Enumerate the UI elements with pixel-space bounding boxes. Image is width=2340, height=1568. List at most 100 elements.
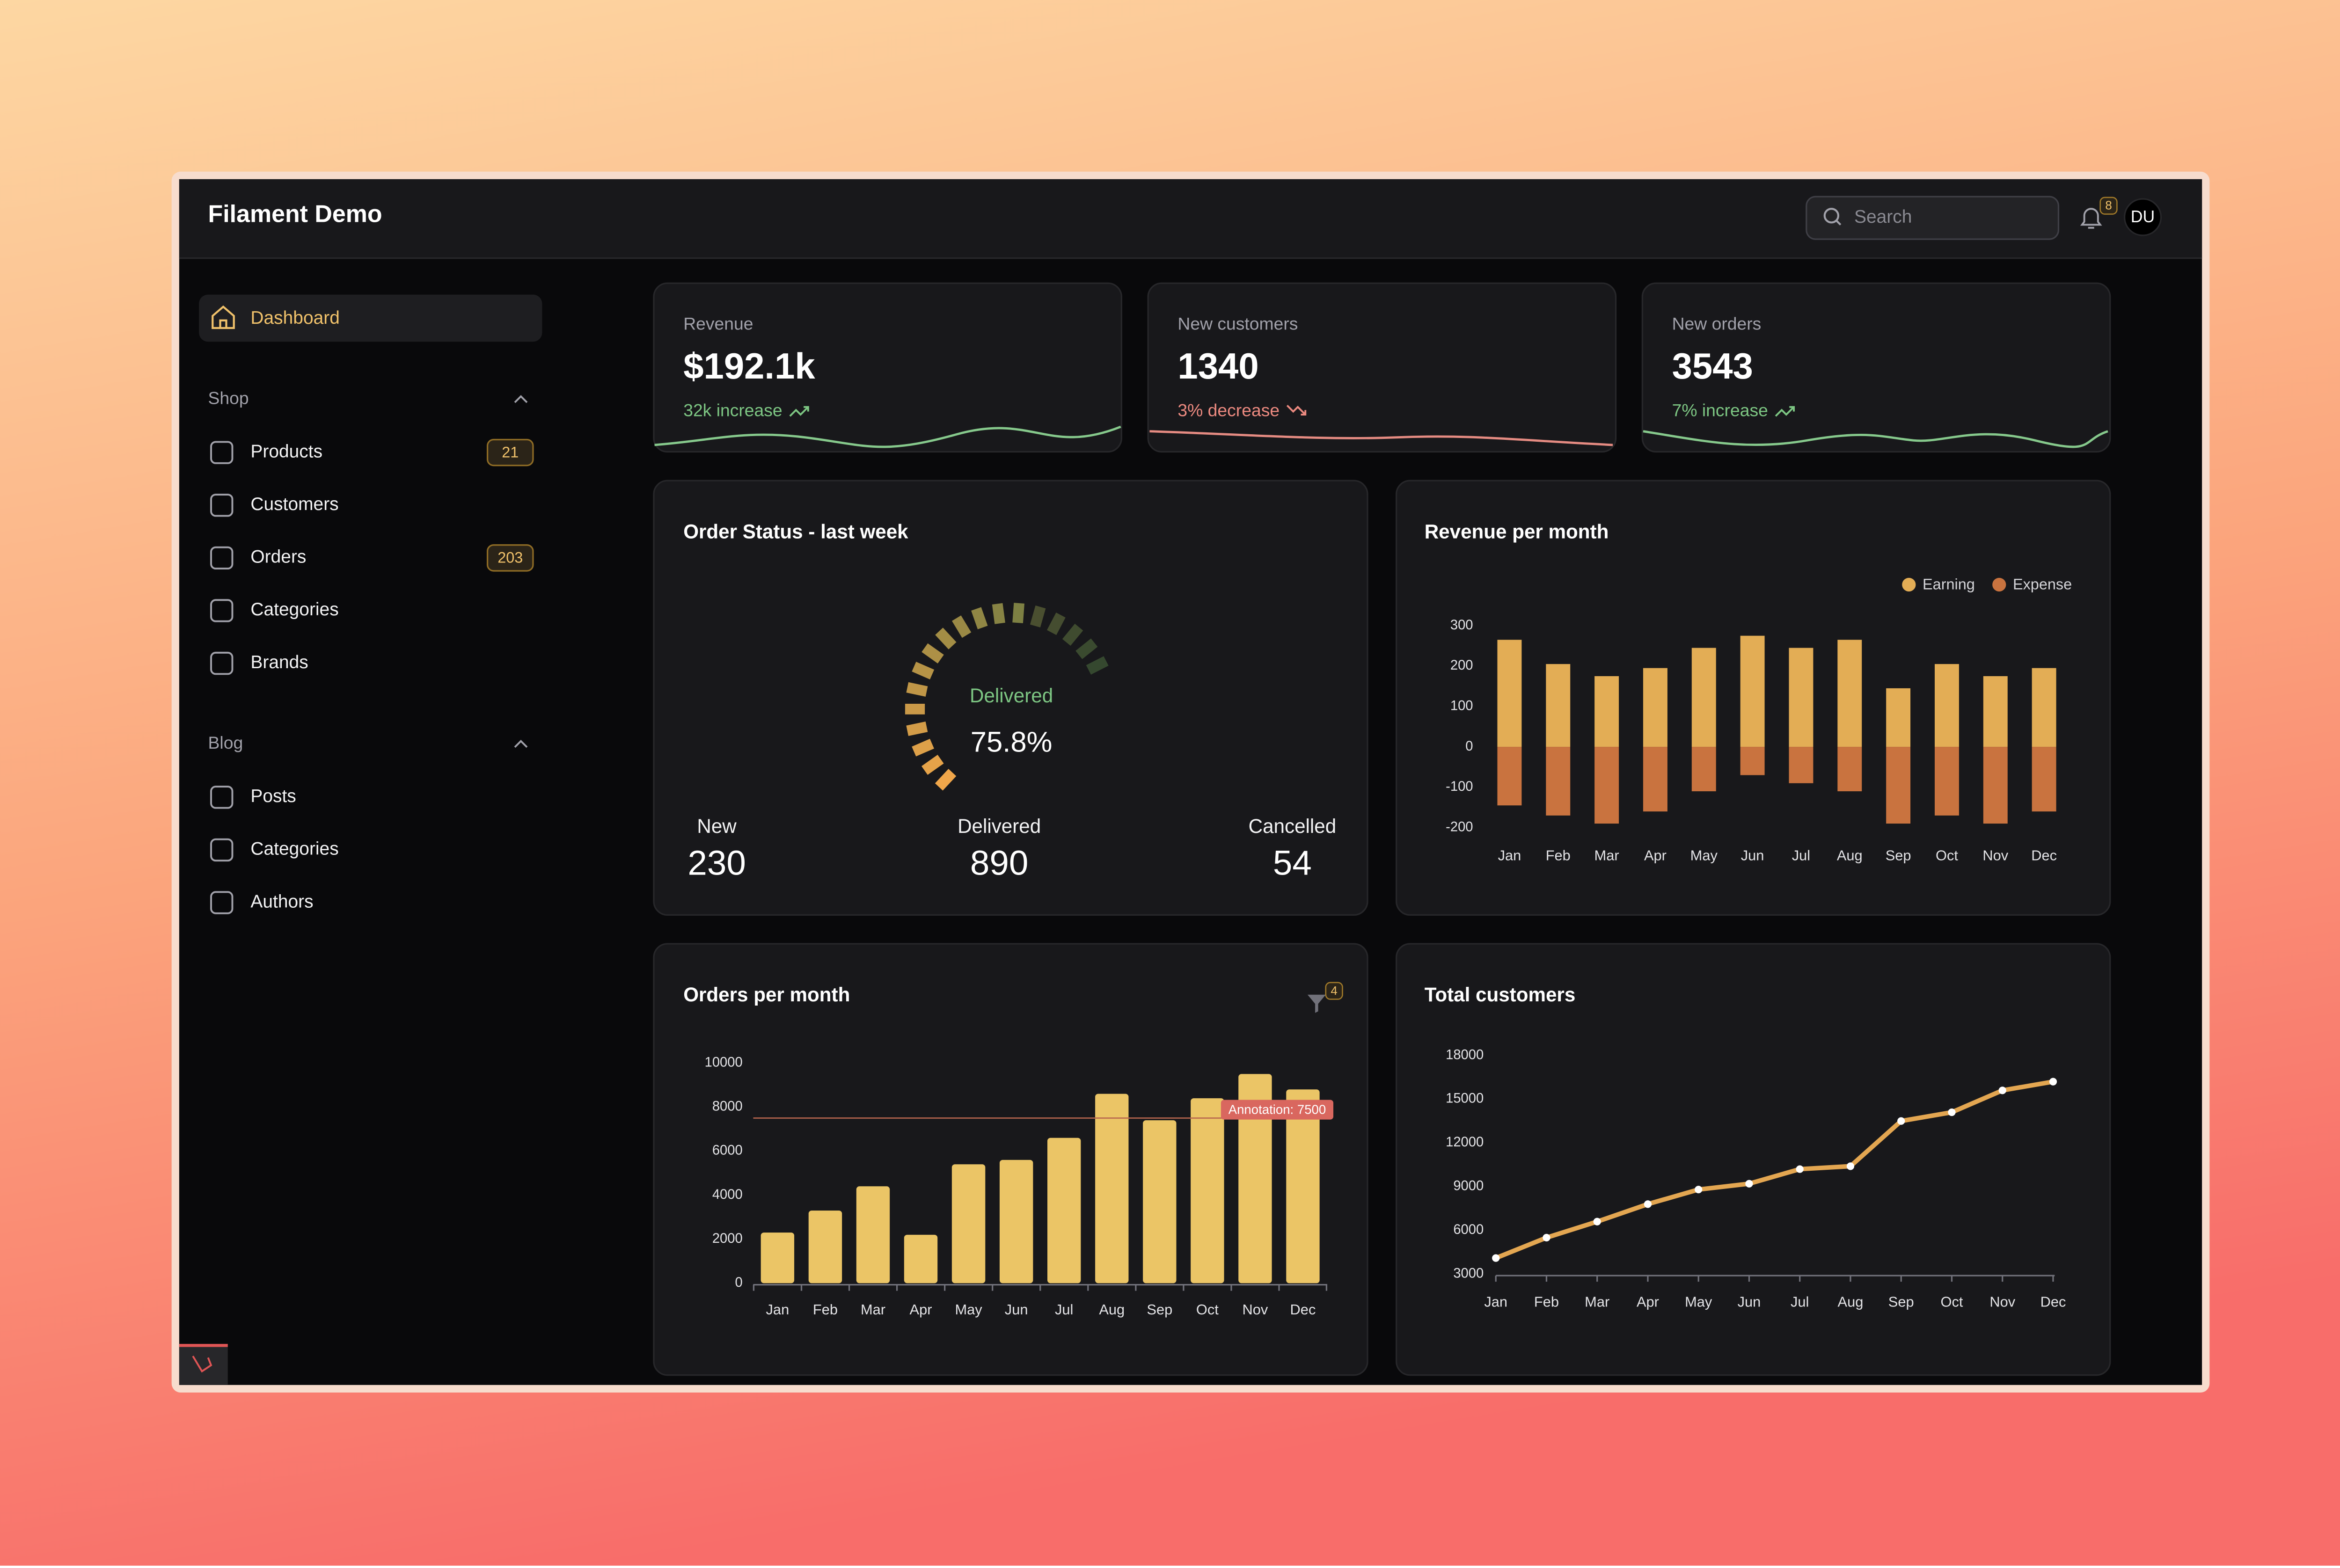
nav-item[interactable]: Customers — [250, 494, 338, 514]
bar — [809, 1211, 842, 1283]
app-title[interactable]: Filament Demo — [208, 201, 382, 228]
bar — [1000, 1160, 1033, 1284]
x-tick-label: Apr — [910, 1301, 932, 1318]
filter-count: 4 — [1331, 984, 1337, 998]
bar — [1546, 664, 1570, 747]
y-tick-label: 100 — [1450, 698, 1473, 713]
point — [1745, 1180, 1753, 1188]
gauge-label: Delivered — [970, 685, 1053, 707]
gauge-segment — [976, 609, 983, 627]
nav-item[interactable]: Orders — [250, 547, 306, 567]
nav-item[interactable]: Categories — [250, 599, 338, 620]
annotation-label: Annotation: 7500 — [1228, 1102, 1326, 1116]
y-tick-label: 200 — [1450, 658, 1473, 673]
bar — [2032, 747, 2056, 811]
x-tick-label: Mar — [1594, 847, 1619, 864]
gauge-segment — [997, 604, 1000, 623]
bar — [1837, 640, 1862, 747]
nav-badge-count: 203 — [497, 549, 523, 566]
bar — [1497, 640, 1521, 747]
x-tick-label: Sep — [1888, 1294, 1914, 1310]
stat-label: New orders — [1672, 314, 1762, 333]
point — [1543, 1234, 1550, 1241]
bar — [2032, 668, 2056, 747]
legend-swatch — [1902, 578, 1916, 591]
x-tick-label: Feb — [1546, 847, 1571, 864]
bar — [1047, 1138, 1081, 1284]
y-tick-label: 3000 — [1453, 1266, 1484, 1281]
y-tick-label: 4000 — [712, 1187, 743, 1202]
bar — [1935, 664, 1959, 747]
point — [1796, 1165, 1804, 1173]
x-tick-label: Sep — [1147, 1301, 1172, 1318]
y-tick-label: 2000 — [712, 1231, 743, 1246]
notification-count: 8 — [2105, 198, 2112, 212]
legend-swatch — [1992, 578, 2006, 591]
bar — [1497, 747, 1521, 805]
stat-change: 7% increase — [1672, 400, 1768, 420]
x-tick-label: Nov — [1243, 1301, 1268, 1318]
x-tick-label: Dec — [2031, 847, 2057, 864]
status-label: Cancelled — [1249, 815, 1337, 837]
bar — [1789, 648, 1813, 747]
stat-label: Revenue — [683, 314, 753, 333]
x-tick-label: May — [1690, 847, 1718, 864]
nav-item[interactable]: Products — [250, 441, 322, 461]
stat-change: 32k increase — [683, 400, 782, 420]
y-tick-label: 9000 — [1453, 1179, 1484, 1194]
search-box[interactable] — [1806, 197, 2059, 239]
x-tick-label: Sep — [1886, 847, 1911, 864]
x-tick-label: Jan — [1498, 847, 1521, 864]
x-tick-label: Mar — [1585, 1294, 1609, 1310]
x-tick-label: Jul — [1792, 847, 1810, 864]
stat-value: 3543 — [1672, 345, 1753, 387]
x-tick-label: May — [955, 1301, 982, 1318]
x-tick-label: Mar — [861, 1301, 885, 1318]
bar — [1983, 676, 2008, 747]
nav-item[interactable]: Authors — [250, 891, 313, 912]
legend-label: Expense — [2013, 576, 2072, 593]
stat-label: New customers — [1177, 314, 1298, 333]
x-tick-label: Oct — [1196, 1301, 1219, 1318]
card-title: Orders per month — [683, 984, 850, 1006]
nav-item[interactable]: Categories — [250, 839, 338, 859]
nav-item[interactable]: Brands — [250, 652, 308, 672]
nav-item[interactable]: Dashboard — [250, 308, 339, 328]
x-tick-label: Feb — [1534, 1294, 1559, 1310]
status-count: 230 — [687, 843, 746, 882]
nav-group-title: Blog — [208, 733, 243, 752]
nav-group-title: Shop — [208, 388, 249, 408]
point — [1644, 1200, 1652, 1208]
nav-item[interactable]: Posts — [250, 786, 296, 806]
bar — [1143, 1120, 1176, 1283]
bar — [1191, 1098, 1224, 1283]
legend-label: Earning — [1923, 576, 1975, 593]
x-tick-label: Aug — [1838, 1294, 1864, 1310]
gauge-segment — [907, 727, 927, 731]
status-count: 890 — [970, 843, 1029, 882]
bar — [1789, 747, 1813, 783]
y-tick-label: 12000 — [1446, 1135, 1484, 1150]
gauge-segment — [1035, 607, 1041, 626]
x-tick-label: Apr — [1644, 847, 1667, 864]
point — [1999, 1087, 2006, 1094]
x-tick-label: Jun — [1005, 1301, 1028, 1318]
bar — [904, 1235, 937, 1284]
y-tick-label: 6000 — [1453, 1222, 1484, 1237]
y-tick-label: -100 — [1446, 779, 1473, 794]
avatar-initials: DU — [2131, 207, 2155, 226]
bar — [1643, 668, 1667, 747]
framework-badge[interactable] — [179, 1344, 228, 1385]
bar — [1886, 688, 1910, 747]
x-tick-label: Dec — [1290, 1301, 1316, 1318]
point — [1948, 1109, 1955, 1116]
gauge-segment — [914, 744, 932, 751]
y-tick-label: -200 — [1446, 819, 1473, 834]
y-tick-label: 18000 — [1446, 1047, 1484, 1062]
x-tick-label: Jun — [1738, 1294, 1761, 1310]
x-tick-label: Dec — [2040, 1294, 2066, 1310]
bar — [1983, 747, 2008, 824]
y-tick-label: 15000 — [1446, 1091, 1484, 1106]
x-tick-label: Jul — [1791, 1294, 1809, 1310]
x-tick-label: Apr — [1637, 1294, 1659, 1310]
